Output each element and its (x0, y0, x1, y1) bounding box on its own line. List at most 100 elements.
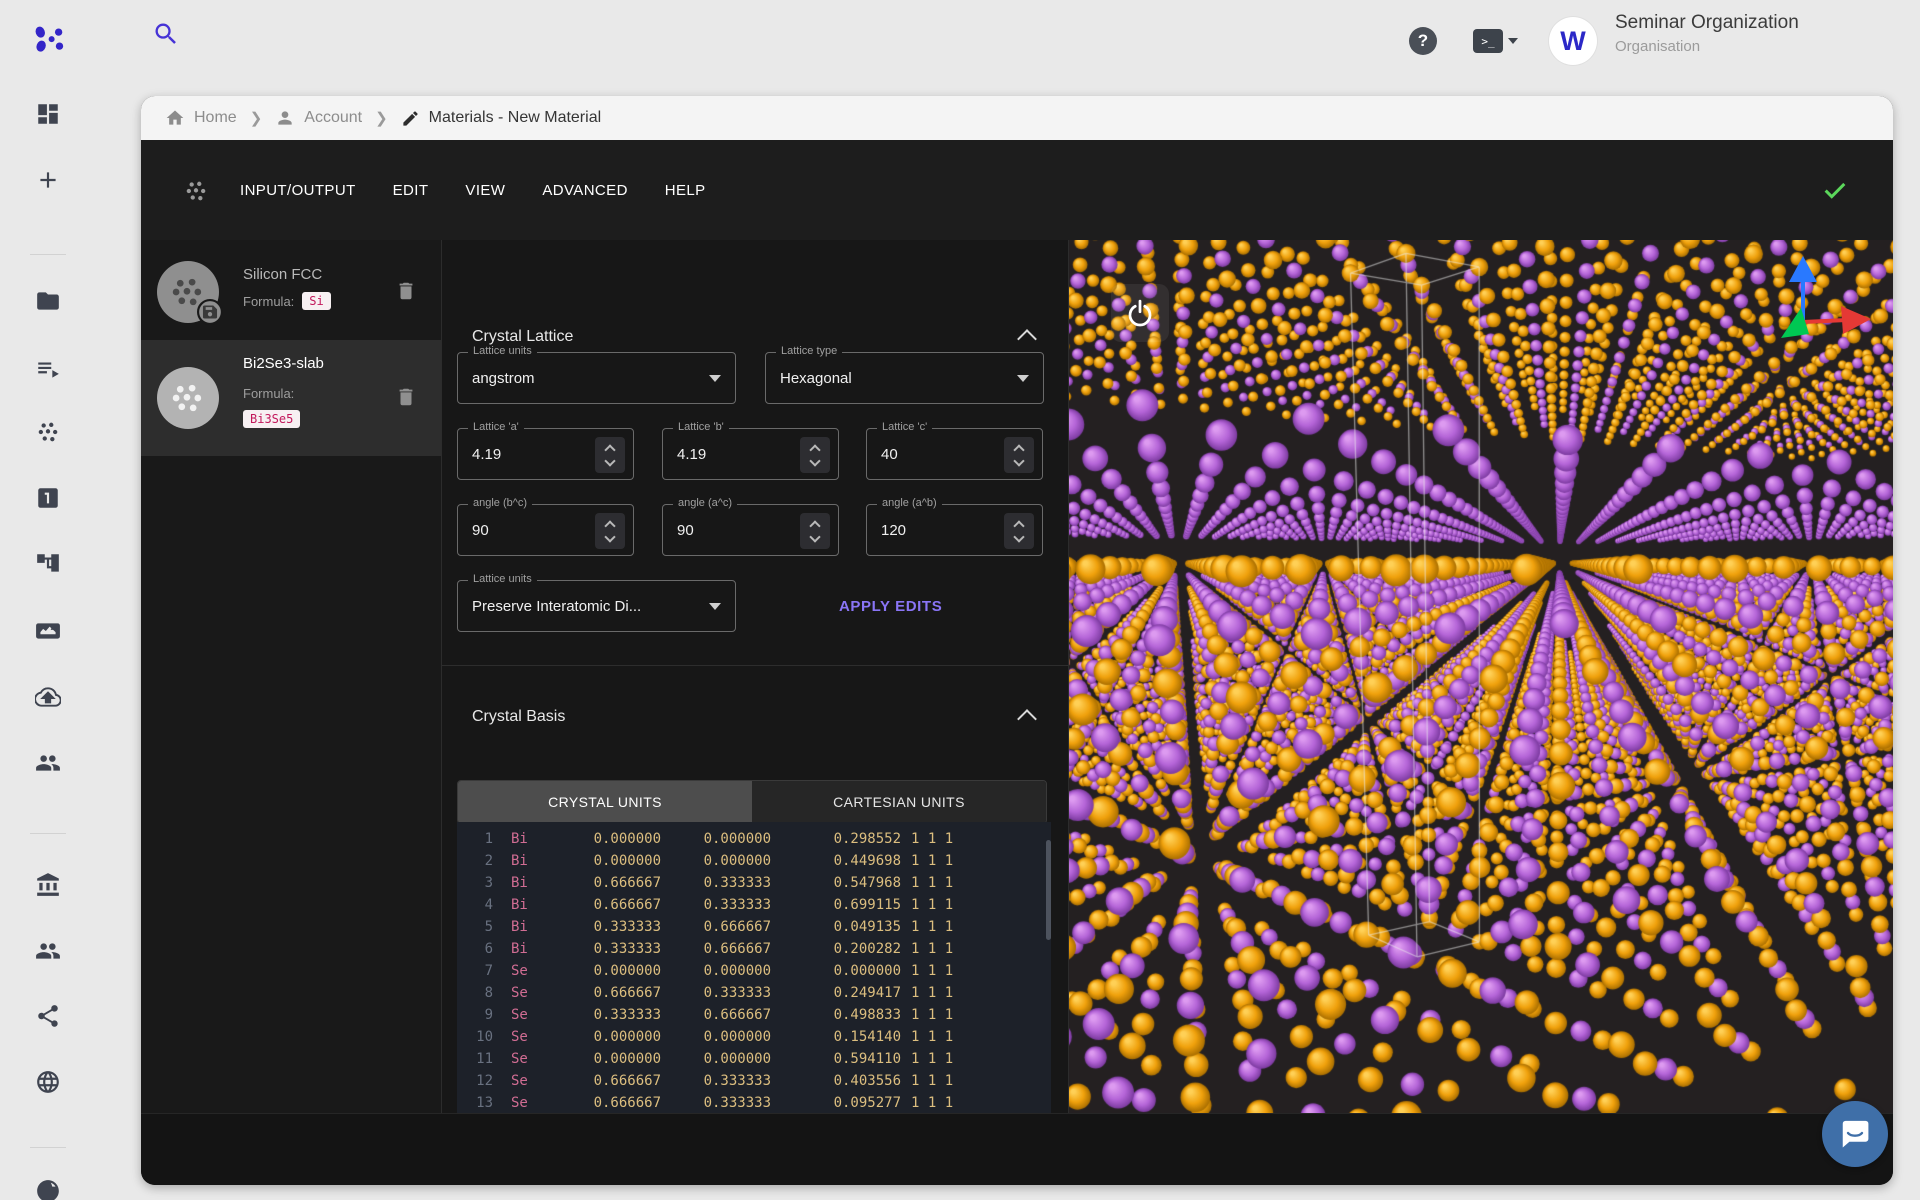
structure-canvas[interactable] (1069, 240, 1893, 1113)
basis-row: 9 Se 0.333333 0.666667 0.498833 1 1 1 (484, 1007, 954, 1023)
brand-logo[interactable] (28, 19, 70, 61)
sidebar-item-cloud-upload[interactable] (35, 684, 61, 710)
sidebar-item-public-bottom[interactable] (35, 1178, 61, 1200)
sidebar-item-folder[interactable] (35, 288, 61, 314)
angle-bc-input[interactable]: angle (b^c) 90 (457, 497, 634, 556)
angle-ac-value: 90 (677, 521, 694, 539)
formula-chip: Si (302, 292, 331, 310)
basis-row: 4 Bi 0.666667 0.333333 0.699115 1 1 1 (484, 897, 954, 913)
material-item-silicon-fcc[interactable]: Silicon FCC Formula: Si (141, 244, 441, 340)
sidebar-item-team[interactable] (35, 750, 61, 776)
breadcrumb-account-label: Account (304, 109, 363, 126)
sidebar-item-add[interactable] (35, 167, 61, 193)
crystal-form-panel: Crystal Lattice Lattice units angstrom L… (441, 240, 1069, 1113)
sidebar-item-organization[interactable] (35, 872, 61, 898)
sidebar-item-dashboard[interactable] (35, 101, 61, 127)
angle-ab-label: angle (a^b) (877, 497, 942, 509)
scrollbar-thumb[interactable] (1046, 840, 1051, 940)
y-axis-arrow (1781, 308, 1809, 338)
avatar-letter: W (1560, 25, 1586, 56)
lattice-a-input[interactable]: Lattice 'a' 4.19 (457, 421, 634, 480)
stepper[interactable] (800, 513, 830, 549)
breadcrumb-home[interactable]: Home (165, 108, 237, 128)
menu-items: INPUT/OUTPUT EDIT VIEW ADVANCED HELP (240, 140, 706, 240)
breadcrumb-current-label: Materials - New Material (428, 109, 602, 126)
org-block[interactable]: Seminar Organization Organisation (1615, 12, 1799, 55)
angle-ac-input[interactable]: angle (a^c) 90 (662, 497, 839, 556)
structure-viewer[interactable] (1069, 240, 1893, 1113)
formula-chip: Bi3Se5 (243, 410, 301, 428)
saved-check-icon[interactable] (1821, 176, 1849, 204)
breadcrumb-account[interactable]: Account (275, 108, 362, 128)
terminal-icon: >_ (1473, 29, 1503, 53)
lattice-units-label: Lattice units (468, 345, 537, 357)
sidebar-item-flowchart[interactable] (35, 551, 61, 577)
sidebar-divider (30, 1147, 66, 1148)
sidebar-item-workflows[interactable] (35, 356, 61, 382)
viewer-power-button[interactable] (1111, 284, 1169, 342)
materials-list: Silicon FCC Formula: Si Bi2Se3-slab Form… (141, 240, 441, 1113)
sidebar-item-gallery[interactable] (35, 618, 61, 644)
menu-advanced[interactable]: ADVANCED (542, 181, 628, 199)
lattice-b-input[interactable]: Lattice 'b' 4.19 (662, 421, 839, 480)
z-axis-arrow (1789, 256, 1817, 282)
lattice-units-mode-select[interactable]: Lattice units Preserve Interatomic Di... (457, 573, 736, 632)
breadcrumb-home-label: Home (194, 109, 237, 126)
stepper[interactable] (595, 437, 625, 473)
collapse-lattice-icon[interactable] (1017, 329, 1037, 349)
help-icon[interactable]: ? (1409, 27, 1437, 55)
basis-row: 6 Bi 0.333333 0.666667 0.200282 1 1 1 (484, 941, 954, 957)
angle-ab-input[interactable]: angle (a^b) 120 (866, 497, 1043, 556)
basis-row: 12 Se 0.666667 0.333333 0.403556 1 1 1 (476, 1073, 954, 1089)
sidebar-item-community[interactable] (35, 938, 61, 964)
lattice-type-select[interactable]: Lattice type Hexagonal (765, 345, 1044, 404)
basis-coordinates-editor[interactable]: 1 Bi 0.000000 0.000000 0.298552 1 1 1 2 Bi 0.000… (457, 822, 1051, 1113)
lattice-c-input[interactable]: Lattice 'c' 40 (866, 421, 1043, 480)
stepper[interactable] (1004, 513, 1034, 549)
formula-label: Formula: (243, 293, 295, 309)
sidebar-divider (30, 833, 66, 834)
sidebar-divider (30, 254, 66, 255)
apply-edits-button[interactable]: APPLY EDITS (839, 598, 943, 615)
save-badge-icon (197, 299, 223, 325)
chat-icon (1842, 1120, 1869, 1148)
basis-row: 1 Bi 0.000000 0.000000 0.298552 1 1 1 (484, 831, 954, 847)
stepper[interactable] (595, 513, 625, 549)
delete-icon[interactable] (395, 386, 417, 408)
menu-input-output[interactable]: INPUT/OUTPUT (240, 181, 356, 199)
x-axis-arrow (1841, 306, 1871, 334)
search-icon[interactable] (152, 20, 180, 48)
angle-bc-label: angle (b^c) (468, 497, 533, 509)
stepper[interactable] (800, 437, 830, 473)
molecule-icon (186, 181, 206, 201)
lattice-units-mode-value: Preserve Interatomic Di... (472, 597, 642, 615)
menu-view[interactable]: VIEW (465, 181, 506, 199)
material-item-bi2se3-slab[interactable]: Bi2Se3-slab Formula: Bi3Se5 (141, 340, 441, 456)
lattice-c-label: Lattice 'c' (877, 421, 933, 433)
delete-icon[interactable] (395, 280, 417, 302)
console-menu-button[interactable]: >_ (1473, 29, 1518, 53)
sidebar-item-public[interactable] (35, 1069, 61, 1095)
breadcrumb-current[interactable]: Materials - New Material (401, 109, 601, 128)
sidebar-item-share[interactable] (35, 1003, 61, 1029)
material-formula-row: Formula: (243, 386, 294, 401)
sidebar-item-materials[interactable] (35, 419, 61, 445)
sidebar-item-jobs[interactable] (35, 485, 61, 511)
tab-cartesian-units[interactable]: CARTESIAN UNITS (752, 781, 1046, 823)
lattice-c-value: 40 (881, 445, 898, 463)
basis-units-tabs: CRYSTAL UNITS CARTESIAN UNITS (457, 780, 1047, 824)
lattice-b-value: 4.19 (677, 445, 707, 463)
lattice-units-select[interactable]: Lattice units angstrom (457, 345, 736, 404)
menu-edit[interactable]: EDIT (392, 181, 429, 199)
basis-row: 3 Bi 0.666667 0.333333 0.547968 1 1 1 (484, 875, 954, 891)
menu-help[interactable]: HELP (664, 181, 706, 199)
org-type: Organisation (1615, 38, 1701, 55)
breadcrumb: Home ❯ Account ❯ Materials - New Materia… (141, 96, 1893, 140)
stepper[interactable] (1004, 437, 1034, 473)
tab-crystal-units[interactable]: CRYSTAL UNITS (458, 781, 752, 823)
collapse-basis-icon[interactable] (1017, 709, 1037, 729)
avatar[interactable]: W (1549, 17, 1597, 65)
basis-row: 8 Se 0.666667 0.333333 0.249417 1 1 1 (484, 985, 954, 1001)
chat-fab[interactable] (1822, 1101, 1888, 1167)
